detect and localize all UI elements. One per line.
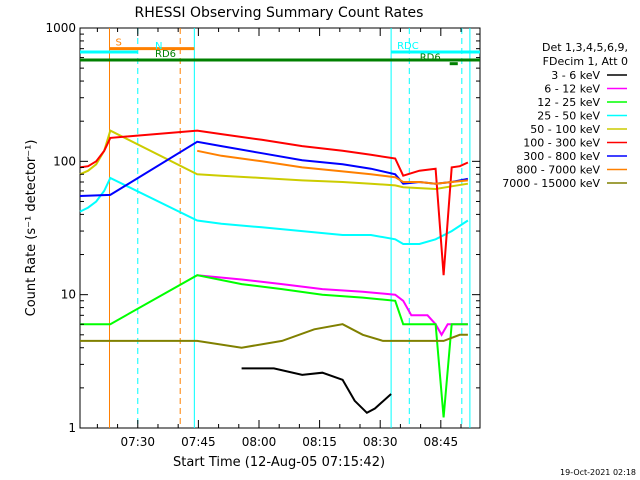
series-line [197, 274, 468, 337]
x-tick-label: 08:30 [363, 435, 398, 449]
legend: Det 1,3,4,5,6,9, FDecim 1, Att 0 3 - 6 k… [502, 41, 628, 190]
chart-title: RHESSI Observing Summary Count Rates [135, 5, 424, 21]
x-tick-label: 07:30 [120, 435, 155, 449]
legend-entry-label: 800 - 7000 keV [516, 164, 600, 177]
x-tick-label: 08:15 [302, 435, 337, 449]
legend-header-line-1: Det 1,3,4,5,6,9, [542, 41, 628, 54]
x-axis: 07:30 07:45 08:00 08:15 08:30 08:45 [96, 28, 462, 449]
series-line [80, 323, 468, 349]
legend-entry-label: 6 - 12 keV [544, 83, 600, 96]
series-line [196, 149, 468, 185]
legend-entry-label: 3 - 6 keV [551, 69, 600, 82]
x-tick-label: 08:00 [242, 435, 277, 449]
x-tick-label: 08:45 [424, 435, 459, 449]
legend-entry-label: 12 - 25 keV [537, 96, 600, 109]
y-axis: 1 10 100 1000 [45, 21, 480, 435]
footer-timestamp: 19-Oct-2021 02:18 [560, 468, 636, 477]
series-line [80, 274, 468, 418]
series-group [79, 129, 469, 418]
y-tick-label: 1000 [45, 21, 76, 35]
flag-label: RD6 [155, 49, 176, 60]
x-tick-label: 07:45 [181, 435, 216, 449]
flag-label: RDC [397, 41, 419, 52]
y-tick-label: 10 [61, 288, 76, 302]
flag-label: N [155, 41, 162, 52]
series-line [241, 367, 392, 415]
legend-entry-label: 50 - 100 keV [530, 123, 600, 136]
series-line [79, 129, 469, 276]
y-tick-label: 100 [53, 154, 76, 168]
legend-header-line-2: FDecim 1, Att 0 [543, 55, 628, 68]
legend-entry-label: 7000 - 15000 keV [502, 177, 600, 190]
flag-label: S [115, 38, 121, 49]
legend-entry-label: 25 - 50 keV [537, 110, 600, 123]
x-axis-label: Start Time (12-Aug-05 07:15:42) [173, 455, 385, 470]
legend-entry-label: 100 - 300 keV [523, 137, 600, 150]
flag-label: RD6 [420, 53, 441, 64]
plot-frame [79, 27, 481, 429]
legend-entry-label: 300 - 800 keV [523, 150, 600, 163]
y-tick-label: 1 [68, 421, 76, 435]
event-vlines [108, 28, 471, 428]
y-axis-label: Count Rate (s⁻¹ detector⁻¹) [24, 140, 39, 317]
